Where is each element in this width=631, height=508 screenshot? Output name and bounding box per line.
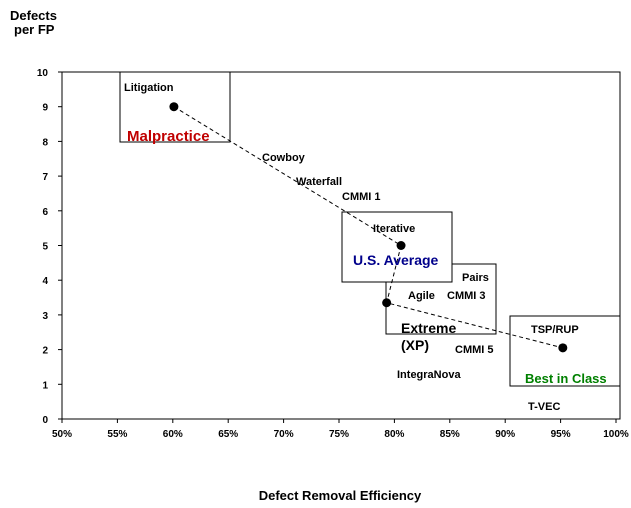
x-tick-label: 80% (384, 429, 404, 440)
point-label: Agile (408, 290, 435, 302)
annotation: Best in Class (525, 371, 607, 386)
x-tick-label: 70% (274, 429, 294, 440)
y-tick-label: 4 (42, 276, 48, 287)
trend-line (173, 106, 563, 349)
x-tick-label: 60% (163, 429, 183, 440)
y-tick-label: 9 (42, 103, 48, 114)
annotation: IntegraNova (397, 369, 461, 381)
point (169, 102, 179, 112)
annotation: (XP) (401, 337, 429, 353)
y-tick-label: 1 (42, 380, 48, 391)
x-axis-title: Defect Removal Efficiency (259, 488, 422, 503)
y-axis-title: per FP (14, 22, 55, 37)
y-axis-title: Defects (10, 8, 57, 23)
point (558, 343, 568, 353)
plot-frame (61, 71, 621, 420)
x-tick-label: 65% (218, 429, 238, 440)
y-tick-label: 10 (37, 68, 49, 79)
y-tick-label: 0 (42, 415, 48, 426)
point-label: Iterative (373, 223, 415, 235)
annotation: T-VEC (528, 401, 560, 413)
annotation: CMMI 1 (342, 191, 381, 203)
point (396, 241, 406, 250)
annotation: Cowboy (262, 152, 306, 164)
x-tick-label: 90% (495, 429, 515, 440)
y-tick-label: 3 (42, 311, 48, 322)
x-tick-label: 100% (603, 429, 629, 440)
x-tick-label: 95% (551, 429, 571, 440)
point (382, 298, 392, 308)
annotation: Pairs (462, 272, 489, 284)
y-tick-label: 6 (42, 207, 48, 218)
y-tick-label: 8 (42, 137, 48, 148)
x-tick-label: 55% (107, 429, 127, 440)
y-tick-label: 2 (42, 346, 48, 357)
x-tick-label: 75% (329, 429, 349, 440)
box (509, 315, 621, 387)
annotation: CMMI 5 (455, 344, 494, 356)
point-label: TSP/RUP (531, 324, 579, 336)
x-tick-label: 85% (440, 429, 460, 440)
box (119, 71, 231, 143)
point-label: Litigation (124, 82, 174, 94)
annotation: CMMI 3 (447, 290, 486, 302)
y-tick-label: 5 (42, 242, 48, 253)
annotation: U.S. Average (353, 252, 439, 268)
x-tick-label: 50% (52, 429, 72, 440)
annotation: Extreme (401, 320, 456, 336)
annotation: Waterfall (296, 176, 342, 188)
y-tick-label: 7 (42, 172, 48, 183)
annotation: Malpractice (127, 128, 210, 145)
